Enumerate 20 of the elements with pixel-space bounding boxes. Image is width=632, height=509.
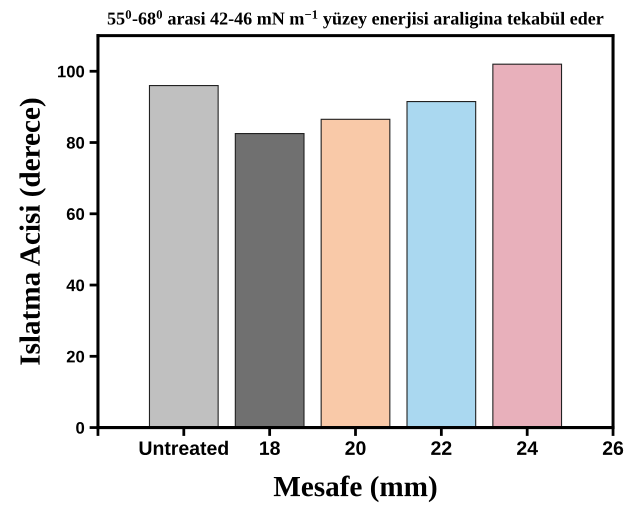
- x-tick-label: 24: [517, 441, 538, 455]
- y-tick-label: 40: [66, 279, 84, 292]
- y-tick-label: 80: [66, 136, 84, 149]
- y-tick-label: 100: [58, 66, 84, 78]
- bar: [406, 100, 476, 428]
- y-tick-label: 20: [66, 350, 84, 363]
- y-tick-label: 0: [76, 422, 84, 434]
- x-tick-label: 20: [345, 441, 366, 456]
- bar: [492, 64, 562, 428]
- x-tick-label: 26: [602, 441, 624, 456]
- x-tick-label: 22: [431, 441, 452, 455]
- bar: [320, 118, 390, 428]
- y-tick-label: 60: [66, 208, 84, 220]
- bar: [148, 84, 219, 428]
- chart-title: 55$^{0}$-68$^{0}$ arasi 42-46 mN m$^{−1}$ yüzey enerjisi araligina tekabül eder: [108, 10, 604, 28]
- y-axis-title: Islatma Acisi (derece): [19, 98, 46, 365]
- x-axis-title: Mesafe (mm): [274, 476, 436, 502]
- x-tick-label: Untreated: [140, 440, 228, 456]
- x-tick-label: 18: [260, 441, 280, 456]
- bar: [234, 133, 305, 428]
